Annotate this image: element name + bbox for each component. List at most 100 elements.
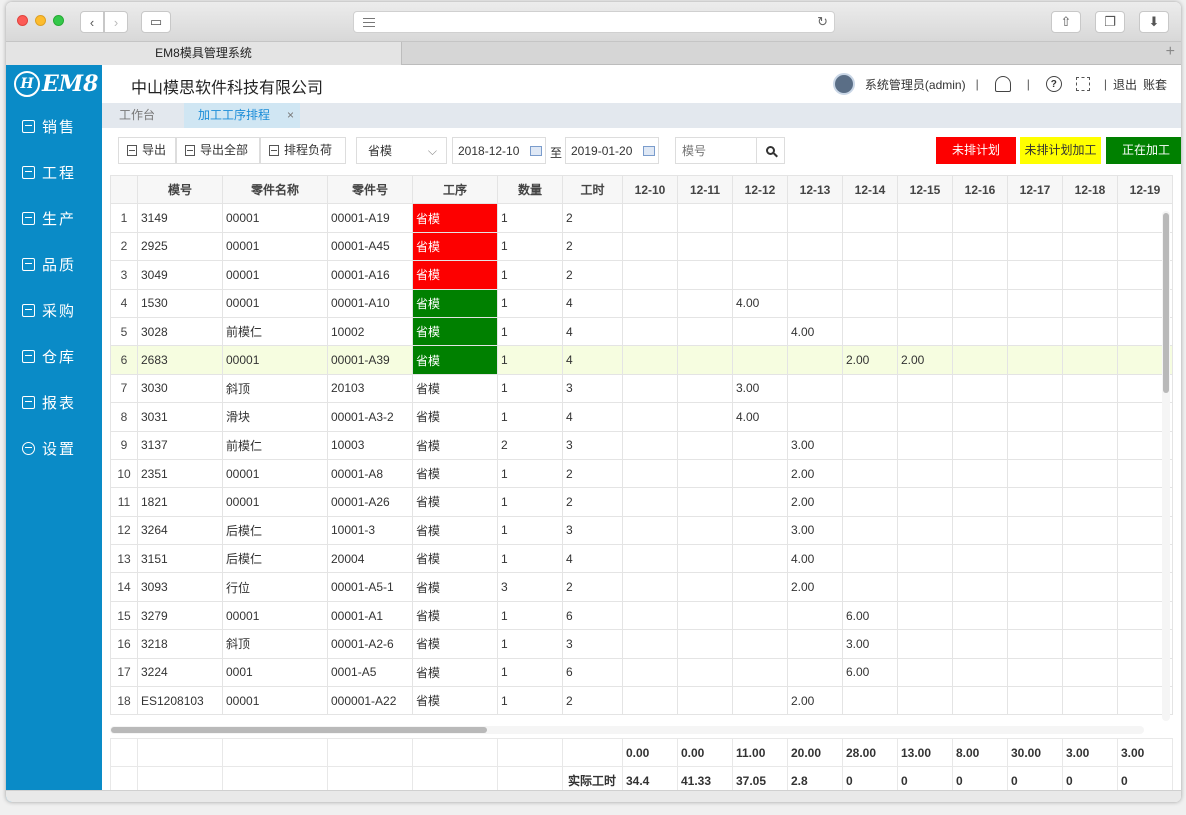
logout-link[interactable]: 退出 <box>1112 77 1137 92</box>
table-row[interactable]: 14 3093 行位 00001-A5-1 省模 3 2 2.00 <box>110 572 1173 602</box>
schedule-load-button[interactable]: 排程负荷 <box>260 137 346 164</box>
horizontal-scrollbar[interactable] <box>110 726 1144 734</box>
table-row[interactable]: 6 2683 00001 00001-A39 省模 1 4 2.00 2.00 <box>110 345 1173 375</box>
window-bottom-bar <box>6 790 1181 802</box>
downloads-button[interactable]: ⬇ <box>1139 11 1169 33</box>
hours-cell: 2 <box>562 458 623 489</box>
date-to-input[interactable]: 2019-01-20 <box>565 137 659 164</box>
day-hours-cell <box>622 629 678 659</box>
headset-icon[interactable] <box>994 76 1011 92</box>
sidebar-item-quality[interactable]: 品质 <box>6 241 102 287</box>
table-row[interactable]: 4 1530 00001 00001-A10 省模 1 4 4.00 <box>110 288 1173 318</box>
process-cell: 省模 <box>412 515 498 546</box>
table-row[interactable]: 9 3137 前模仁 10003 省模 2 3 3.00 <box>110 430 1173 460</box>
sidebar-item-reports[interactable]: 报表 <box>6 379 102 425</box>
sidebar-item-warehouse[interactable]: 仓库 <box>6 333 102 379</box>
browser-tabbar: EM8模具管理系统 + <box>6 42 1181 65</box>
sidebar-item-sales[interactable]: 销售 <box>6 103 102 149</box>
mold-search-input[interactable] <box>676 138 756 163</box>
row-number: 11 <box>110 487 138 517</box>
close-window-button[interactable] <box>17 15 28 26</box>
help-icon[interactable]: ? <box>1045 76 1062 92</box>
legend-unscheduled-processing: 未排计划加工 <box>1020 137 1101 164</box>
day-hours-cell <box>1062 544 1118 574</box>
table-row[interactable]: 8 3031 滑块 00001-A3-2 省模 1 4 4.00 <box>110 402 1173 432</box>
search-button[interactable] <box>756 138 784 163</box>
table-row[interactable]: 16 3218 斜顶 00001-A2-6 省模 1 3 3.00 <box>110 629 1173 659</box>
process-select[interactable]: 省模 ⌵ <box>356 137 447 164</box>
process-cell: 省模 <box>412 629 498 659</box>
back-button[interactable]: ‹ <box>80 11 104 33</box>
table-row[interactable]: 17 3224 0001 0001-A5 省模 1 6 6.00 <box>110 657 1173 688</box>
scroll-thumb[interactable] <box>111 727 487 733</box>
table-row[interactable]: 3 3049 00001 00001-A16 省模 1 2 <box>110 260 1173 290</box>
day-hours-cell <box>1007 657 1063 688</box>
hours-cell: 3 <box>562 373 623 404</box>
avatar[interactable] <box>832 73 855 95</box>
table-row[interactable]: 13 3151 后模仁 20004 省模 1 4 4.00 <box>110 544 1173 574</box>
table-row[interactable]: 2 2925 00001 00001-A45 省模 1 2 <box>110 231 1173 262</box>
tab-process-scheduling[interactable]: 加工工序排程 × <box>184 103 300 128</box>
tabs-overview-button[interactable]: ❐ <box>1095 11 1125 33</box>
table-row[interactable]: 12 3264 后模仁 10001-3 省模 1 3 3.00 <box>110 515 1173 546</box>
forward-button[interactable]: › <box>104 11 128 33</box>
scroll-thumb[interactable] <box>1163 213 1169 393</box>
table-row[interactable]: 1 3149 00001 00001-A19 省模 1 2 <box>110 203 1173 233</box>
browser-tab[interactable]: EM8模具管理系统 <box>6 42 402 65</box>
sidebar-item-engineering[interactable]: 工程 <box>6 149 102 195</box>
row-number: 1 <box>110 203 138 233</box>
day-hours-cell <box>897 260 953 290</box>
day-hours-cell <box>1007 231 1063 262</box>
table-row[interactable]: 5 3028 前模仁 10002 省模 1 4 4.00 <box>110 316 1173 347</box>
app-header: 中山模思软件科技有限公司 系统管理员(admin) | | ? | 退出 账套 <box>102 65 1181 103</box>
quantity-cell: 2 <box>497 430 563 460</box>
table-row[interactable]: 11 1821 00001 00001-A26 省模 1 2 2.00 <box>110 487 1173 517</box>
minimize-window-button[interactable] <box>35 15 46 26</box>
share-button[interactable]: ⇧ <box>1051 11 1081 33</box>
day-hours-cell <box>1007 316 1063 347</box>
sidebar-item-label: 生产 <box>42 210 77 228</box>
calendar-icon[interactable] <box>643 146 655 156</box>
table-row[interactable]: 15 3279 00001 00001-A1 省模 1 6 6.00 <box>110 600 1173 631</box>
date-from-input[interactable]: 2018-12-10 <box>452 137 546 164</box>
schedule-load-label: 排程负荷 <box>284 143 333 157</box>
table-row[interactable]: 7 3030 斜顶 20103 省模 1 3 3.00 <box>110 373 1173 404</box>
tab-workbench[interactable]: 工作台 <box>119 108 156 122</box>
day-hours-cell <box>622 203 678 233</box>
export-all-button[interactable]: 导出全部 <box>176 137 260 164</box>
zoom-window-button[interactable] <box>53 15 64 26</box>
mold-cell: 3151 <box>137 544 223 574</box>
row-number: 4 <box>110 288 138 318</box>
quantity-cell: 1 <box>497 260 563 290</box>
address-bar[interactable]: ↻ <box>353 11 835 33</box>
sidebar-item-production[interactable]: 生产 <box>6 195 102 241</box>
vertical-scrollbar[interactable] <box>1162 211 1170 721</box>
day-hours-cell <box>622 373 678 404</box>
reload-icon[interactable]: ↻ <box>817 14 828 29</box>
sidebar-icon: ▭ <box>149 14 163 29</box>
day-hours-cell: 6.00 <box>842 600 898 631</box>
row-number: 2 <box>110 231 138 262</box>
part-no-cell: 00001-A10 <box>327 288 413 318</box>
sidebar-item-purchasing[interactable]: 采购 <box>6 287 102 333</box>
row-number: 7 <box>110 373 138 404</box>
account-link[interactable]: 账套 <box>1142 77 1167 92</box>
table-row[interactable]: 18 ES1208103 00001 000001-A22 省模 1 2 2.00 <box>110 686 1173 716</box>
part-no-cell: 10003 <box>327 430 413 460</box>
hours-cell: 2 <box>562 487 623 517</box>
table-row[interactable]: 10 2351 00001 00001-A8 省模 1 2 2.00 <box>110 458 1173 489</box>
close-icon[interactable]: × <box>286 108 294 122</box>
user-name[interactable]: 系统管理员(admin) <box>864 77 966 92</box>
sidebar-toggle-button[interactable]: ▭ <box>141 11 171 33</box>
day-hours-cell <box>622 231 678 262</box>
calendar-icon[interactable] <box>530 146 542 156</box>
export-button[interactable]: 导出 <box>118 137 176 164</box>
tabs-icon: ❐ <box>1104 14 1116 29</box>
sidebar-item-settings[interactable]: 设置 <box>6 425 102 471</box>
new-tab-icon[interactable]: + <box>1165 43 1175 60</box>
day-hours-cell <box>622 260 678 290</box>
process-cell: 省模 <box>412 657 498 688</box>
fullscreen-icon[interactable] <box>1075 77 1090 91</box>
day-hours-cell <box>842 260 898 290</box>
quantity-cell: 1 <box>497 316 563 347</box>
